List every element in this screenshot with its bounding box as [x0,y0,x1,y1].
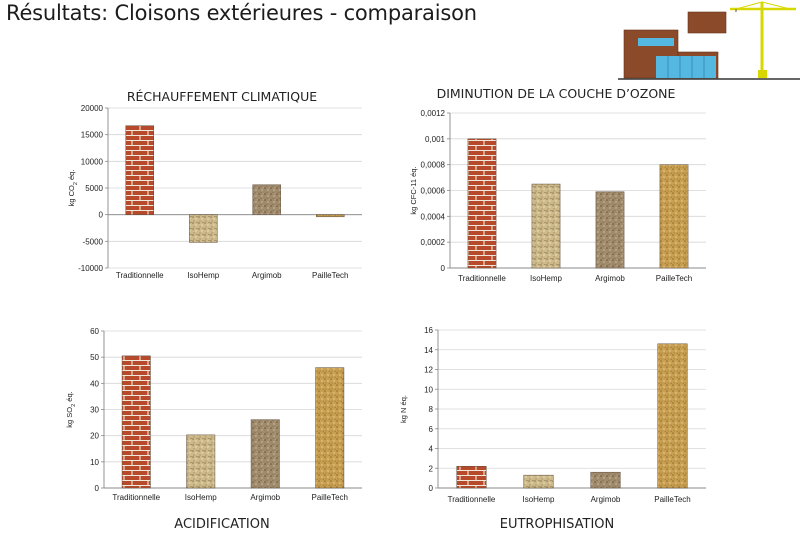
chart-3-category-label: IsoHemp [185,493,218,502]
chart-1-bar-pailletech [316,214,345,218]
chart-4-bar-isohemp [523,474,554,489]
chart-3-title: ACIDIFICATION [174,517,269,532]
chart-1-tick-label: 20000 [81,104,104,113]
chart-3-y-axis-label: kg SO2 éq. [65,391,77,427]
chart-1-category-label: Traditionnelle [116,271,164,280]
chart-2-tick-label: 0,0004 [421,212,446,221]
chart-2-bar-traditionnelle [467,138,497,269]
chart-4-y-axis-label: kg N éq. [399,395,408,423]
chart-1-tick-label: 5000 [85,184,103,193]
chart-4-tick-label: 2 [429,464,434,473]
chart-1-bar-argimob [252,184,281,215]
construction-logo-icon [618,1,800,80]
chart-3-bar-isohemp [186,434,216,489]
chart-2-bar-isohemp [531,183,561,269]
chart-1-bar-isohemp [189,214,218,243]
chart-4-tick-label: 16 [424,326,433,335]
chart-3-bar-argimob [250,419,280,489]
chart-3-tick-label: 50 [90,353,99,362]
chart-1-tick-label: 10000 [81,157,104,166]
chart-2-tick-label: 0,001 [425,135,446,144]
chart-3-tick-label: 20 [90,432,99,441]
chart-4-category-label: PailleTech [654,495,690,504]
chart-2-category-label: PailleTech [656,274,692,283]
chart-4-tick-label: 6 [429,425,434,434]
chart-4-title: EUTROPHISATION [500,517,615,532]
chart-2-title: DIMINUTION DE LA COUCHE D’OZONE [437,86,676,101]
chart-3-tick-label: 0 [95,484,100,493]
chart-1-y-axis-label: kg CO2 éq. [67,170,79,207]
chart-3-tick-label: 40 [90,379,99,388]
chart-4-tick-label: 10 [424,385,433,394]
chart-2-tick-label: 0,0002 [421,238,446,247]
chart-2-category-label: IsoHemp [530,274,563,283]
chart-4-tick-label: 14 [424,346,433,355]
slide-title: Résultats: Cloisons extérieures - compar… [6,1,477,25]
chart-3-bar-pailletech [315,367,345,489]
chart-2-tick-label: 0,0012 [421,109,446,118]
chart-4-tick-label: 12 [424,366,433,375]
chart-4-tick-label: 8 [429,405,434,414]
chart-1-tick-label: 0 [99,211,104,220]
chart-1-category-label: IsoHemp [187,271,220,280]
chart-3-category-label: Argimob [250,493,280,502]
chart-3-bar-traditionnelle [121,355,151,489]
chart-2-tick-label: 0,0008 [421,161,446,170]
chart-2-category-label: Traditionnelle [458,274,506,283]
chart-1-category-label: Argimob [252,271,282,280]
chart-3-category-label: PailleTech [312,493,348,502]
chart-2-tick-label: 0 [441,264,446,273]
chart-1-tick-label: 15000 [81,131,104,140]
chart-4-category-label: Traditionnelle [448,495,496,504]
chart-3-tick-label: 30 [90,406,99,415]
chart-3-tick-label: 60 [90,327,99,336]
chart-3-category-label: Traditionnelle [112,493,160,502]
chart-4-tick-label: 0 [429,484,434,493]
chart-4-bar-traditionnelle [456,466,487,489]
chart-4-category-label: IsoHemp [522,495,555,504]
chart-4-category-label: Argimob [591,495,621,504]
chart-1-title: RÉCHAUFFEMENT CLIMATIQUE [127,89,317,104]
chart-1-tick-label: -10000 [78,264,103,273]
chart-2-tick-label: 0,0006 [421,187,446,196]
chart-4-bar-pailletech [657,343,688,489]
chart-2-bar-argimob [595,191,625,269]
chart-1-tick-label: -5000 [83,237,104,246]
chart-1-category-label: PailleTech [312,271,348,280]
chart-1-bar-traditionnelle [125,125,154,215]
chart-2-y-axis-label: kg CFC-11 éq. [409,166,418,214]
chart-3-tick-label: 10 [90,458,99,467]
chart-4-tick-label: 4 [429,445,434,454]
chart-4-bar-argimob [590,471,621,489]
chart-2-bar-pailletech [659,164,689,269]
chart-2-category-label: Argimob [595,274,625,283]
